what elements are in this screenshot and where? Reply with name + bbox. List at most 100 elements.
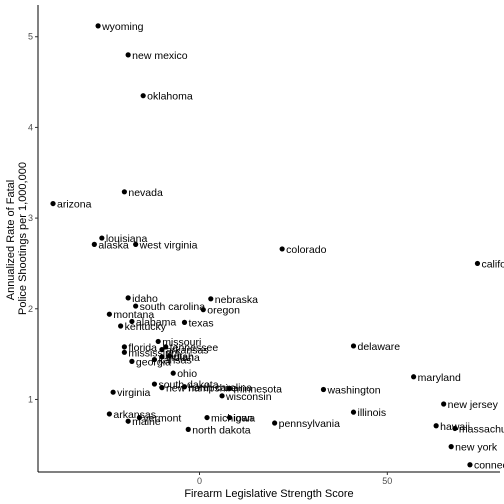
point-label: massachusetts <box>459 423 504 435</box>
data-point <box>204 414 210 421</box>
data-point <box>125 52 131 58</box>
data-point <box>133 303 139 309</box>
data-point <box>279 246 285 252</box>
y-axis-title-line-2: Police Shootings per 1,000,000 <box>17 162 29 315</box>
data-point <box>320 386 327 393</box>
data-point <box>106 311 112 317</box>
data-points <box>50 23 481 468</box>
y-tick-label: 5 <box>28 32 33 42</box>
data-point <box>350 343 357 349</box>
point-label: kentucky <box>125 321 167 333</box>
y-tick-label: 3 <box>28 213 33 223</box>
data-point <box>163 344 169 350</box>
point-label: north dakota <box>192 424 251 436</box>
data-point <box>155 338 161 345</box>
data-point <box>219 393 225 399</box>
point-label: oklahoma <box>147 91 193 103</box>
y-axis-title-line-1: Annualized Rate of Fatal <box>5 180 17 300</box>
data-point <box>200 307 206 313</box>
data-point <box>125 295 131 301</box>
data-point <box>133 241 139 247</box>
data-point <box>106 411 112 417</box>
point-label: alaska <box>98 239 129 251</box>
data-point <box>136 414 143 421</box>
x-tick-label: 50 <box>382 476 392 486</box>
point-label: new jersey <box>448 399 499 411</box>
x-tick-label: 0 <box>197 476 202 486</box>
data-point <box>467 462 473 468</box>
point-label: wisconsin <box>225 391 272 403</box>
data-point <box>159 385 165 391</box>
data-point <box>125 418 131 424</box>
data-point <box>208 296 214 302</box>
point-label: new hampshire <box>166 383 237 395</box>
point-label: south dakota <box>158 379 218 391</box>
y-tick-label: 2 <box>28 304 33 314</box>
point-label: hawaii <box>440 421 470 433</box>
point-label: indiana <box>166 352 200 364</box>
point-label: new mexico <box>132 50 188 62</box>
data-point <box>121 349 127 355</box>
y-axis-ticks: 1 2 3 4 5 <box>28 32 38 404</box>
data-point <box>474 260 481 267</box>
point-label: michigan <box>211 413 253 425</box>
data-point <box>121 189 127 195</box>
point-label: arkansas <box>113 409 156 421</box>
data-point <box>99 235 105 241</box>
point-label: vermont <box>143 413 181 425</box>
point-label: idaho <box>132 293 158 305</box>
data-point <box>95 23 101 29</box>
point-label: oregon <box>207 305 240 317</box>
data-labels: wyoming new mexico oklahoma nevada arizona lo… <box>57 21 504 472</box>
point-label: minnesota <box>234 384 283 396</box>
data-point <box>181 319 188 325</box>
point-label: utah <box>173 351 194 363</box>
data-point <box>350 409 357 415</box>
point-label: ohio <box>177 368 197 380</box>
data-point <box>151 356 158 363</box>
x-axis-title: Firearm Legislative Strength Score <box>184 488 353 500</box>
point-label: washington <box>326 384 380 396</box>
data-point <box>166 353 173 359</box>
y-tick-label: 1 <box>28 394 33 404</box>
point-label: iowa <box>234 413 256 425</box>
point-label: maine <box>132 416 161 428</box>
point-label: nevada <box>128 187 163 199</box>
data-point <box>91 241 97 247</box>
data-point <box>159 346 165 353</box>
point-label: colorado <box>286 244 326 256</box>
point-label: louisiana <box>106 233 148 245</box>
data-point <box>433 423 439 429</box>
data-point <box>159 354 165 360</box>
point-label: west virginia <box>139 239 198 251</box>
data-point <box>50 200 56 207</box>
data-point <box>140 93 146 99</box>
data-point <box>181 384 188 390</box>
point-label: montana <box>113 309 154 321</box>
point-label: nebraska <box>215 294 258 306</box>
data-point <box>272 420 278 426</box>
data-point <box>441 401 447 407</box>
data-point <box>129 358 135 364</box>
point-label: south carolina <box>140 301 206 313</box>
data-point <box>118 323 124 329</box>
data-point <box>185 426 191 432</box>
data-point <box>452 425 458 432</box>
point-label: virginia <box>117 387 150 399</box>
point-label: arkansas <box>166 345 209 357</box>
point-label: georgia <box>136 356 171 368</box>
data-point <box>110 389 116 395</box>
point-label: illinois <box>358 407 387 419</box>
data-point <box>129 318 135 325</box>
point-label: florida <box>128 342 157 354</box>
point-label: alabama <box>136 316 176 328</box>
data-point <box>411 374 417 380</box>
point-label: kansas <box>158 355 191 367</box>
point-label: wyoming <box>101 21 144 33</box>
point-label: tennessee <box>170 342 219 354</box>
point-label: pennsylvania <box>279 418 340 430</box>
data-point <box>121 344 127 350</box>
data-point <box>151 381 158 387</box>
point-label: maryland <box>418 372 461 384</box>
